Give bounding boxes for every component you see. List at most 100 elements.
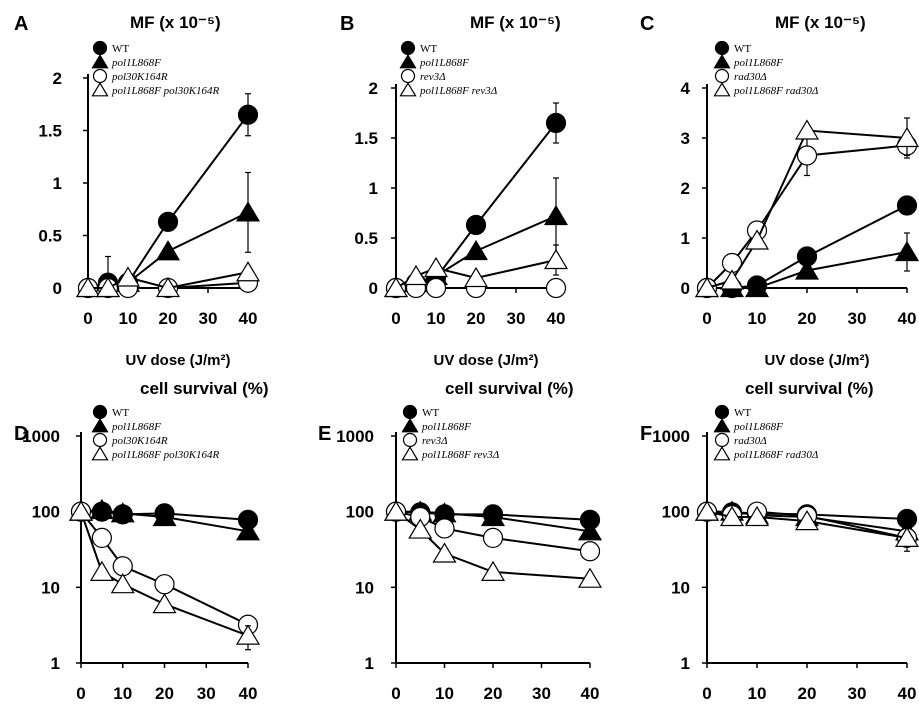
legend-entry: WT	[422, 407, 439, 419]
x-tick-label: 0	[83, 309, 92, 328]
y-tick-label: 10	[355, 578, 374, 597]
data-point	[403, 264, 429, 286]
x-tick-label: 20	[159, 309, 178, 328]
legend-marker	[714, 40, 730, 56]
data-point	[545, 277, 567, 299]
legend-marker	[401, 446, 419, 461]
series-3	[75, 261, 261, 298]
x-tick-label: 0	[391, 309, 400, 328]
legend-marker	[401, 418, 419, 433]
x-tick-label: 30	[507, 309, 526, 328]
y-tick-label: 0.5	[354, 229, 378, 248]
data-point	[796, 145, 818, 166]
legend-entry: pol30K164R	[111, 71, 168, 83]
chart-title: cell survival (%)	[445, 379, 574, 398]
x-tick-label: 10	[119, 309, 138, 328]
panel-label: E	[318, 423, 331, 445]
series-line	[87, 114, 249, 289]
legend-marker	[713, 82, 731, 97]
legend-entry: WT	[420, 43, 437, 55]
chart-title: MF (x 10⁻⁵)	[470, 13, 561, 32]
y-tick-label: 0	[53, 279, 62, 298]
legend-entry: pol1L868F pol30K164R	[111, 85, 220, 97]
y-tick-label: 0	[369, 279, 378, 298]
series-3	[694, 117, 919, 298]
legend-marker	[713, 418, 731, 433]
y-tick-label: 4	[681, 79, 691, 98]
y-tick-label: 2	[53, 69, 62, 88]
legend-marker	[91, 418, 109, 433]
data-point	[89, 498, 114, 520]
data-point	[110, 502, 135, 523]
x-tick-label: 10	[435, 684, 454, 703]
x-tick-label: 20	[798, 309, 817, 328]
legend-entry: pol1L868F pol30K164R	[111, 449, 220, 461]
legend-marker	[402, 432, 418, 448]
y-tick-label: 2	[681, 179, 690, 198]
y-tick-label: 1	[51, 654, 60, 673]
data-point	[235, 520, 261, 541]
data-point	[719, 505, 745, 527]
x-tick-label: 30	[848, 309, 867, 328]
data-point	[110, 573, 135, 594]
chart-title: MF (x 10⁻⁵)	[130, 13, 221, 32]
data-point	[480, 560, 506, 581]
data-point	[432, 542, 457, 563]
legend-entry: pol1L868F	[733, 421, 783, 433]
x-tick-label: 10	[113, 684, 132, 703]
series-3	[694, 500, 919, 552]
x-tick-label: 40	[239, 684, 258, 703]
data-point	[463, 239, 489, 261]
x-tick-label: 0	[391, 684, 400, 703]
data-point	[91, 527, 112, 549]
data-point	[95, 276, 121, 298]
data-point	[383, 276, 409, 298]
legend-marker	[91, 82, 109, 97]
legend-marker	[713, 54, 731, 69]
data-point	[235, 261, 261, 282]
data-point	[75, 276, 101, 298]
legend-entry: rev3Δ	[420, 71, 446, 83]
data-point	[465, 214, 487, 236]
x-tick-label: 20	[484, 684, 503, 703]
legend-marker	[400, 40, 416, 56]
series-2	[70, 501, 259, 635]
legend-marker	[714, 432, 730, 448]
data-point	[744, 229, 770, 250]
legend-entry: pol1L868F	[421, 421, 471, 433]
data-point	[577, 520, 603, 541]
x-axis-label: UV dose (J/m²)	[764, 352, 869, 369]
data-point	[235, 624, 261, 645]
legend-entry: WT	[734, 407, 751, 419]
data-point	[154, 574, 175, 595]
x-axis-label: UV dose (J/m²)	[125, 352, 230, 369]
data-point	[744, 505, 770, 527]
legend-marker	[714, 68, 730, 84]
legend-marker	[91, 54, 109, 69]
legend-marker	[402, 404, 418, 420]
y-tick-label: 0	[681, 279, 690, 298]
data-point	[463, 266, 489, 288]
y-tick-label: 1.5	[354, 129, 378, 148]
y-tick-label: 1	[681, 654, 690, 673]
data-point	[694, 276, 720, 298]
data-point	[155, 240, 181, 261]
legend-entry: pol1L868F rev3Δ	[419, 85, 497, 97]
legend-entry: pol1L868F	[419, 57, 469, 69]
legend-entry: pol1L868F rad30Δ	[733, 449, 818, 461]
y-tick-label: 1	[681, 229, 690, 248]
chart-title: MF (x 10⁻⁵)	[775, 13, 866, 32]
data-point	[408, 518, 433, 539]
y-tick-label: 3	[681, 129, 690, 148]
x-tick-label: 10	[748, 684, 767, 703]
x-tick-label: 40	[898, 309, 917, 328]
y-tick-label: 1.5	[38, 122, 62, 141]
x-tick-label: 40	[581, 684, 600, 703]
data-point	[425, 277, 447, 299]
x-tick-label: 10	[427, 309, 446, 328]
y-tick-label: 1	[365, 654, 374, 673]
